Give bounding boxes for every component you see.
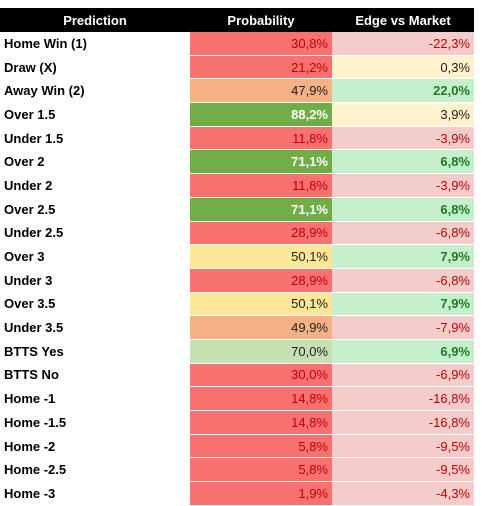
edge-cell: -4,3%: [332, 481, 474, 506]
prediction-label: Over 2: [0, 149, 190, 175]
edge-cell: 6,8%: [332, 197, 474, 222]
probability-cell: 1,9%: [190, 481, 332, 506]
table-row: Home -1 14,8% -16,8%: [0, 386, 474, 411]
table-row: Under 2 11,8% -3,9%: [0, 173, 474, 198]
probability-cell: 70,0%: [190, 339, 332, 364]
prediction-label: Under 3.5: [0, 315, 190, 340]
edge-cell: -22,3%: [332, 32, 474, 56]
edge-cell: -6,8%: [332, 221, 474, 246]
probability-cell: 5,8%: [190, 457, 332, 483]
table-row: Over 1.5 88,2% 3,9%: [0, 102, 474, 127]
prediction-label: BTTS Yes: [0, 339, 190, 364]
probability-cell: 11,8%: [190, 173, 332, 198]
prediction-label: Over 3: [0, 244, 190, 269]
table-row: Home Win (1) 30,8% -22,3%: [0, 32, 474, 56]
probability-cell: 11,8%: [190, 126, 332, 151]
edge-cell: 7,9%: [332, 244, 474, 269]
edge-cell: 6,9%: [332, 339, 474, 364]
probability-cell: 71,1%: [190, 149, 332, 175]
header-cell: Probability: [190, 8, 332, 32]
table-row: Under 1.5 11,8% -3,9%: [0, 126, 474, 151]
edge-cell: 0,3%: [332, 55, 474, 80]
edge-cell: -3,9%: [332, 173, 474, 198]
table-row: Over 3.5 50,1% 7,9%: [0, 292, 474, 317]
predictions-table: Prediction Probability Edge vs Market Ho…: [0, 8, 474, 506]
header-row: Prediction Probability Edge vs Market: [0, 8, 474, 32]
table-row: Under 2.5 28,9% -6,8%: [0, 221, 474, 246]
edge-cell: 7,9%: [332, 292, 474, 317]
edge-cell: -9,5%: [332, 457, 474, 483]
table-row: Home -2.5 5,8% -9,5%: [0, 457, 474, 483]
prediction-label: Draw (X): [0, 55, 190, 80]
header-cell: Prediction: [0, 8, 190, 32]
prediction-label: Under 3: [0, 268, 190, 293]
probability-cell: 88,2%: [190, 102, 332, 127]
prediction-label: Home -1: [0, 386, 190, 411]
edge-cell: 3,9%: [332, 102, 474, 127]
probability-cell: 50,1%: [190, 244, 332, 269]
prediction-label: Away Win (2): [0, 78, 190, 104]
prediction-label: Under 2: [0, 173, 190, 198]
probability-cell: 47,9%: [190, 78, 332, 104]
table-row: Home -1.5 14,8% -16,8%: [0, 410, 474, 435]
table-row: Over 2.5 71,1% 6,8%: [0, 197, 474, 222]
table-body: Home Win (1) 30,8% -22,3% Draw (X) 21,2% 0,3%…: [0, 32, 474, 506]
table-wrap: Prediction Probability Edge vs Market Ho…: [0, 8, 474, 506]
table-row: Over 2 71,1% 6,8%: [0, 149, 474, 175]
edge-cell: -6,9%: [332, 363, 474, 388]
probability-cell: 14,8%: [190, 410, 332, 435]
prediction-label: Home Win (1): [0, 32, 190, 56]
prediction-label: Under 2.5: [0, 221, 190, 246]
prediction-label: Home -2: [0, 434, 190, 459]
table-row: Under 3 28,9% -6,8%: [0, 268, 474, 293]
prediction-label: Under 1.5: [0, 126, 190, 151]
probability-cell: 28,9%: [190, 268, 332, 293]
table-row: BTTS No 30,0% -6,9%: [0, 363, 474, 388]
edge-cell: -6,8%: [332, 268, 474, 293]
probability-cell: 71,1%: [190, 197, 332, 222]
table-row: Home -3 1,9% -4,3%: [0, 481, 474, 506]
edge-cell: 22,0%: [332, 78, 474, 104]
prediction-label: Home -2.5: [0, 457, 190, 483]
edge-cell: -9,5%: [332, 434, 474, 459]
probability-cell: 5,8%: [190, 434, 332, 459]
edge-cell: -3,9%: [332, 126, 474, 151]
probability-cell: 21,2%: [190, 55, 332, 80]
probability-cell: 30,0%: [190, 363, 332, 388]
prediction-label: Over 1.5: [0, 102, 190, 127]
edge-cell: -7,9%: [332, 315, 474, 340]
probability-cell: 30,8%: [190, 32, 332, 56]
table-row: BTTS Yes 70,0% 6,9%: [0, 339, 474, 364]
table-row: Draw (X) 21,2% 0,3%: [0, 55, 474, 80]
table-row: Over 3 50,1% 7,9%: [0, 244, 474, 269]
probability-cell: 50,1%: [190, 292, 332, 317]
probability-cell: 49,9%: [190, 315, 332, 340]
prediction-label: Over 3.5: [0, 292, 190, 317]
prediction-label: BTTS No: [0, 363, 190, 388]
prediction-label: Home -1.5: [0, 410, 190, 435]
table-row: Away Win (2) 47,9% 22,0%: [0, 78, 474, 104]
probability-cell: 28,9%: [190, 221, 332, 246]
table-row: Under 3.5 49,9% -7,9%: [0, 315, 474, 340]
edge-cell: 6,8%: [332, 149, 474, 175]
table-row: Home -2 5,8% -9,5%: [0, 434, 474, 459]
prediction-label: Home -3: [0, 481, 190, 506]
prediction-label: Over 2.5: [0, 197, 190, 222]
edge-cell: -16,8%: [332, 386, 474, 411]
header-cell: Edge vs Market: [332, 8, 474, 32]
edge-cell: -16,8%: [332, 410, 474, 435]
probability-cell: 14,8%: [190, 386, 332, 411]
